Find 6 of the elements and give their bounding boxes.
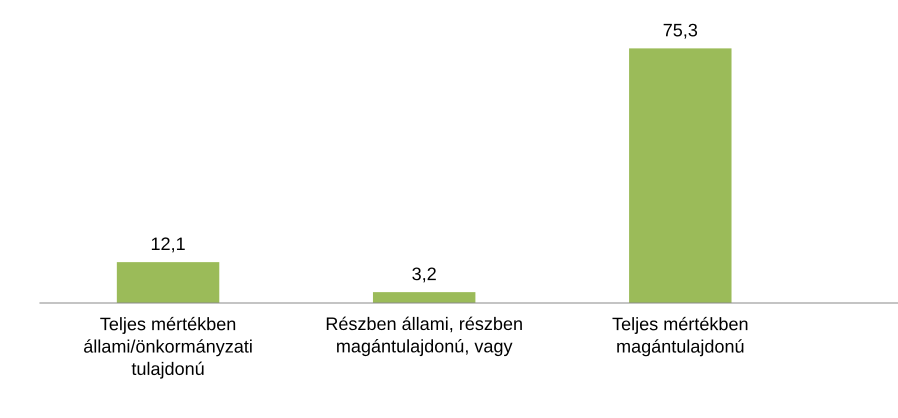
x-tick-label: Teljes mértékben állami/önkormányzati tulajdonú	[84, 316, 252, 379]
x-tick-label: Részben állami, részben magántulajdonú, vagy	[326, 316, 522, 356]
data-label: 12,1	[152, 237, 185, 252]
data-label: 3,2	[412, 267, 436, 282]
x-tick-label: Teljes mértékben magántulajdonú	[612, 316, 748, 356]
data-label: 75,3	[664, 24, 698, 39]
